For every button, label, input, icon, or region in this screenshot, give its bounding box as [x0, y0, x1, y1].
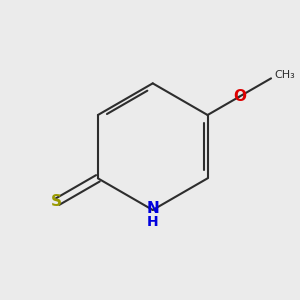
Text: H: H [147, 214, 158, 229]
Text: CH₃: CH₃ [274, 70, 295, 80]
Text: S: S [51, 194, 62, 209]
Text: O: O [233, 89, 246, 104]
Text: N: N [146, 201, 159, 216]
